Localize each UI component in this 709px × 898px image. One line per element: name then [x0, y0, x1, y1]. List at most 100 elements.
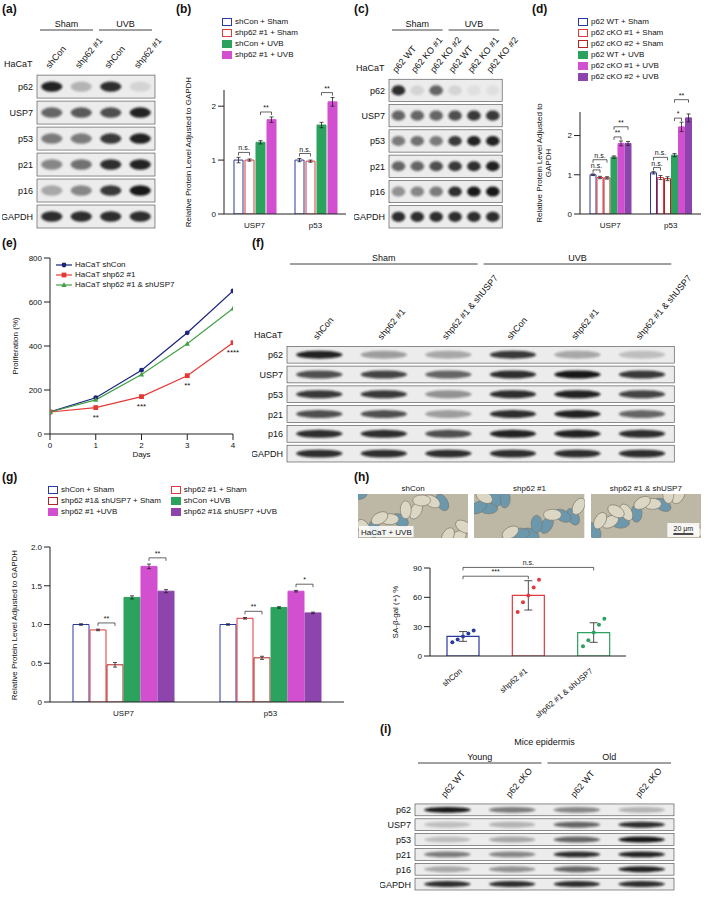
- svg-text:UVB: UVB: [465, 19, 484, 29]
- svg-text:HaCaT: HaCaT: [356, 63, 385, 73]
- svg-text:p53: p53: [268, 390, 283, 400]
- svg-text:Sham: Sham: [55, 19, 79, 29]
- svg-text:Sham: Sham: [406, 19, 430, 29]
- svg-text:600: 600: [29, 298, 43, 307]
- svg-text:0: 0: [568, 210, 573, 219]
- svg-text:**: **: [155, 550, 161, 557]
- svg-text:p53: p53: [396, 835, 411, 845]
- svg-text:****: ****: [227, 348, 239, 357]
- svg-text:**: **: [93, 413, 99, 422]
- svg-text:n.s.: n.s.: [523, 559, 534, 566]
- svg-text:shCon: shCon: [44, 44, 68, 70]
- svg-text:USP7: USP7: [259, 370, 283, 380]
- svg-text:***: ***: [492, 568, 500, 575]
- svg-text:USP7: USP7: [600, 221, 621, 230]
- svg-text:shp62 #1 & shUSP7: shp62 #1 & shUSP7: [534, 666, 595, 720]
- svg-text:USP7: USP7: [113, 709, 134, 718]
- svg-text:USP7: USP7: [361, 111, 385, 121]
- svg-text:1.0: 1.0: [31, 620, 43, 629]
- svg-text:p21: p21: [268, 410, 283, 420]
- svg-text:shp62 #1: shp62 #1: [498, 666, 529, 694]
- svg-text:UVB: UVB: [568, 253, 587, 263]
- svg-text:1: 1: [212, 156, 217, 165]
- svg-text:**: **: [324, 85, 330, 92]
- svg-text:USP7: USP7: [387, 820, 411, 830]
- svg-text:HaCaT: HaCaT: [4, 59, 33, 69]
- svg-text:p62 KO #2: p62 KO #2: [485, 35, 520, 74]
- svg-text:p62: p62: [396, 805, 411, 815]
- svg-text:p62: p62: [268, 350, 283, 360]
- svg-text:Sham: Sham: [372, 253, 396, 263]
- svg-text:**: **: [104, 615, 110, 622]
- svg-text:shp62 #1: shp62 #1: [73, 36, 104, 71]
- svg-text:p53: p53: [664, 221, 678, 230]
- svg-text:p16: p16: [18, 186, 33, 196]
- svg-text:Old: Old: [602, 752, 616, 762]
- svg-text:0: 0: [38, 430, 43, 439]
- svg-text:2: 2: [139, 441, 144, 450]
- svg-text:1: 1: [568, 171, 573, 180]
- svg-text:shCon: shCon: [311, 315, 335, 341]
- svg-text:2: 2: [568, 131, 573, 140]
- svg-text:shCon: shCon: [103, 44, 127, 70]
- svg-text:UVB: UVB: [116, 19, 135, 29]
- svg-text:2.0: 2.0: [31, 543, 43, 552]
- svg-text:p16: p16: [370, 187, 385, 197]
- svg-text:**: **: [618, 119, 624, 126]
- svg-text:*: *: [303, 576, 306, 583]
- svg-text:n.s.: n.s.: [238, 144, 249, 151]
- svg-text:60: 60: [413, 593, 422, 602]
- svg-text:p62: p62: [370, 86, 385, 96]
- svg-text:200: 200: [29, 386, 43, 395]
- svg-text:p53: p53: [18, 134, 33, 144]
- svg-text:800: 800: [29, 254, 43, 263]
- svg-text:0: 0: [418, 652, 423, 661]
- svg-text:0.5: 0.5: [31, 659, 43, 668]
- svg-text:p62 cKO: p62 cKO: [633, 766, 663, 799]
- svg-text:shCon: shCon: [505, 315, 529, 341]
- svg-text:shp62 #1 & shUSP7: shp62 #1 & shUSP7: [440, 273, 500, 342]
- svg-text:HaCaT + UVB: HaCaT + UVB: [361, 528, 412, 537]
- svg-text:p21: p21: [370, 162, 385, 172]
- svg-text:4: 4: [231, 441, 236, 450]
- svg-text:**: **: [251, 603, 257, 610]
- svg-text:shp62 #1: shp62 #1: [132, 36, 163, 71]
- svg-text:p53: p53: [264, 709, 278, 718]
- svg-text:**: **: [679, 92, 685, 99]
- svg-text:n.s.: n.s.: [651, 160, 662, 167]
- svg-text:HaCaT: HaCaT: [254, 330, 283, 340]
- svg-text:shp62 #1: shp62 #1: [569, 307, 600, 342]
- svg-text:p21: p21: [396, 850, 411, 860]
- svg-text:shp62 #1 & shUSP7: shp62 #1 & shUSP7: [634, 273, 694, 342]
- svg-text:p62: p62: [18, 82, 33, 92]
- svg-text:2: 2: [212, 102, 217, 111]
- svg-text:p62 WT: p62 WT: [439, 768, 467, 799]
- svg-text:***: ***: [137, 402, 146, 411]
- svg-text:n.s.: n.s.: [591, 162, 602, 169]
- svg-text:GAPDH: GAPDH: [252, 449, 283, 459]
- svg-text:shCon: shCon: [440, 667, 463, 689]
- svg-text:p53: p53: [309, 221, 323, 230]
- svg-text:**: **: [615, 129, 621, 136]
- svg-text:p16: p16: [268, 429, 283, 439]
- svg-text:shp62 #1: shp62 #1: [376, 307, 407, 342]
- svg-text:30: 30: [413, 623, 422, 632]
- svg-text:1: 1: [94, 441, 99, 450]
- svg-text:20 μm: 20 μm: [673, 525, 693, 533]
- svg-text:Young: Young: [467, 752, 492, 762]
- svg-text:USP7: USP7: [244, 221, 265, 230]
- svg-text:GAPDH: GAPDH: [380, 880, 411, 890]
- svg-text:p62 WT: p62 WT: [569, 768, 597, 799]
- svg-text:400: 400: [29, 342, 43, 351]
- svg-text:0: 0: [48, 441, 53, 450]
- svg-text:p21: p21: [18, 160, 33, 170]
- svg-text:1.5: 1.5: [31, 582, 43, 591]
- svg-text:GAPDH: GAPDH: [2, 212, 33, 222]
- svg-text:3: 3: [185, 441, 190, 450]
- svg-text:0: 0: [212, 210, 217, 219]
- svg-text:GAPDH: GAPDH: [354, 212, 385, 222]
- svg-text:Mice epidermis: Mice epidermis: [514, 737, 575, 747]
- svg-text:**: **: [184, 381, 190, 390]
- svg-text:p16: p16: [396, 865, 411, 875]
- svg-text:USP7: USP7: [9, 108, 33, 118]
